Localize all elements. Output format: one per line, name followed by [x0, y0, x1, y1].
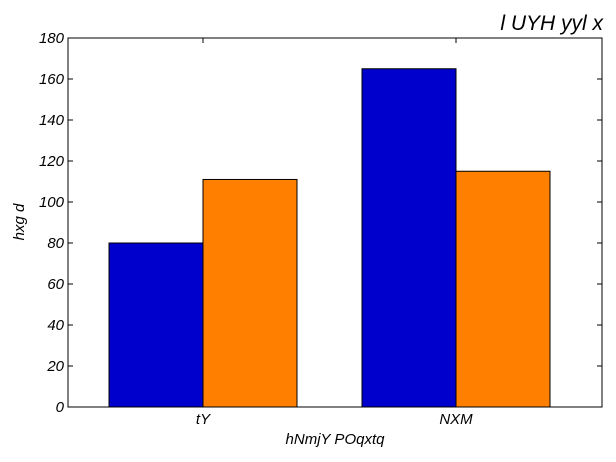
- y-tick-label: 20: [46, 358, 64, 375]
- y-axis-label: hxg d: [11, 203, 28, 240]
- x-tick-label: tY: [196, 411, 211, 428]
- y-axis-ticks: 0 20 40 60 80 100 120 140 160 180: [39, 30, 602, 416]
- x-axis-ticks: tY NXM: [196, 38, 473, 428]
- y-tick-label: 60: [47, 276, 64, 293]
- y-tick-label: 160: [39, 71, 65, 88]
- y-tick-label: 0: [56, 399, 65, 416]
- y-tick-label: 180: [39, 30, 65, 47]
- x-tick-label: NXM: [439, 411, 473, 428]
- bar-series1-tY: [108, 242, 204, 408]
- bars-group: [108, 68, 551, 408]
- x-axis-label: hNmjY POqxtq: [286, 431, 386, 448]
- y-tick-label: 80: [47, 235, 64, 252]
- y-tick-label: 100: [39, 194, 65, 211]
- y-tick-label: 40: [47, 317, 64, 334]
- y-tick-label: 120: [39, 153, 65, 170]
- chart-title: l UYH yyl x: [500, 12, 604, 35]
- bar-series2-NXM: [455, 170, 551, 408]
- bar-series2-tY: [202, 178, 298, 408]
- plot-area: [67, 37, 603, 408]
- y-tick-label: 140: [39, 112, 65, 129]
- bar-series1-NXM: [361, 68, 457, 408]
